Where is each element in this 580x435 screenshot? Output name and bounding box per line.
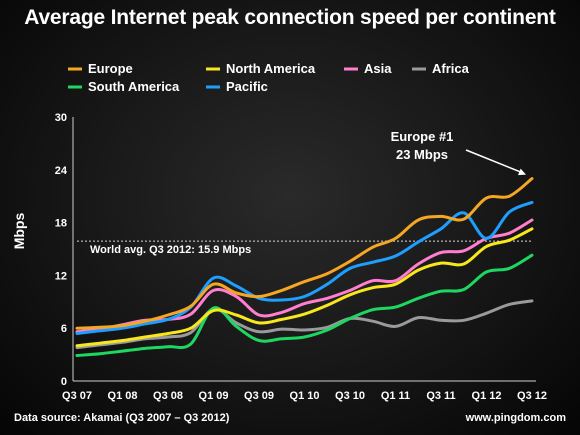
x-tick-label: Q1 10 xyxy=(290,390,320,402)
series-line-europe xyxy=(75,177,534,330)
x-tick-label: Q3 08 xyxy=(153,390,183,402)
y-tick-label: 30 xyxy=(55,112,67,124)
x-tick-label: Q3 12 xyxy=(517,390,547,402)
x-tick-label: Q3 07 xyxy=(62,390,92,402)
annotation-line-1: Europe #1 xyxy=(391,129,454,144)
europe-annotation: Europe #1 23 Mbps xyxy=(391,129,526,176)
x-tick-label: Q3 10 xyxy=(335,390,365,402)
x-tick-label: Q3 09 xyxy=(244,390,274,402)
x-tick-label: Q1 09 xyxy=(199,390,229,402)
x-tick-label: Q3 11 xyxy=(426,390,455,402)
reference-line-label: World avg. Q3 2012: 15.9 Mbps xyxy=(90,244,251,256)
axes: 0 6 12 18 24 30 Q3 07 Q1 08 Q3 08 Q1 09 Q3 09 Q1 10… xyxy=(55,112,547,402)
legend-label-north-america: North America xyxy=(226,61,316,76)
legend-label-europe: Europe xyxy=(88,61,133,76)
annotation-arrow xyxy=(465,149,523,174)
website-credit[interactable]: www.pingdom.com xyxy=(465,412,566,424)
chart-title: Average Internet peak connection speed p… xyxy=(24,6,556,29)
x-tick-label: Q1 08 xyxy=(108,390,138,402)
series-line-africa xyxy=(75,299,534,350)
legend-label-africa: Africa xyxy=(432,61,470,76)
legend-label-asia: Asia xyxy=(364,61,392,76)
series-line-north-america xyxy=(75,227,534,348)
y-tick-label: 0 xyxy=(61,376,67,388)
series-line-pacific xyxy=(75,200,534,335)
legend-label-south-america: South America xyxy=(88,79,180,94)
series-lines xyxy=(75,177,534,357)
y-tick-label: 24 xyxy=(55,165,68,177)
annotation-line-2: 23 Mbps xyxy=(396,147,448,162)
series-line-south-america xyxy=(75,253,534,357)
annotation-arrowhead xyxy=(518,168,526,176)
y-tick-label: 6 xyxy=(61,323,67,335)
y-tick-label: 12 xyxy=(55,270,67,282)
world-average-reference: World avg. Q3 2012: 15.9 Mbps xyxy=(77,240,532,256)
legend-label-pacific: Pacific xyxy=(226,79,268,94)
data-source-note: Data source: Akamai (Q3 2007 – Q3 2012) xyxy=(14,412,230,424)
x-tick-label: Q1 12 xyxy=(472,390,502,402)
legend: Europe North America Asia Africa South Ameri… xyxy=(68,61,470,94)
x-tick-label: Q1 11 xyxy=(381,390,410,402)
y-tick-label: 18 xyxy=(55,218,67,230)
